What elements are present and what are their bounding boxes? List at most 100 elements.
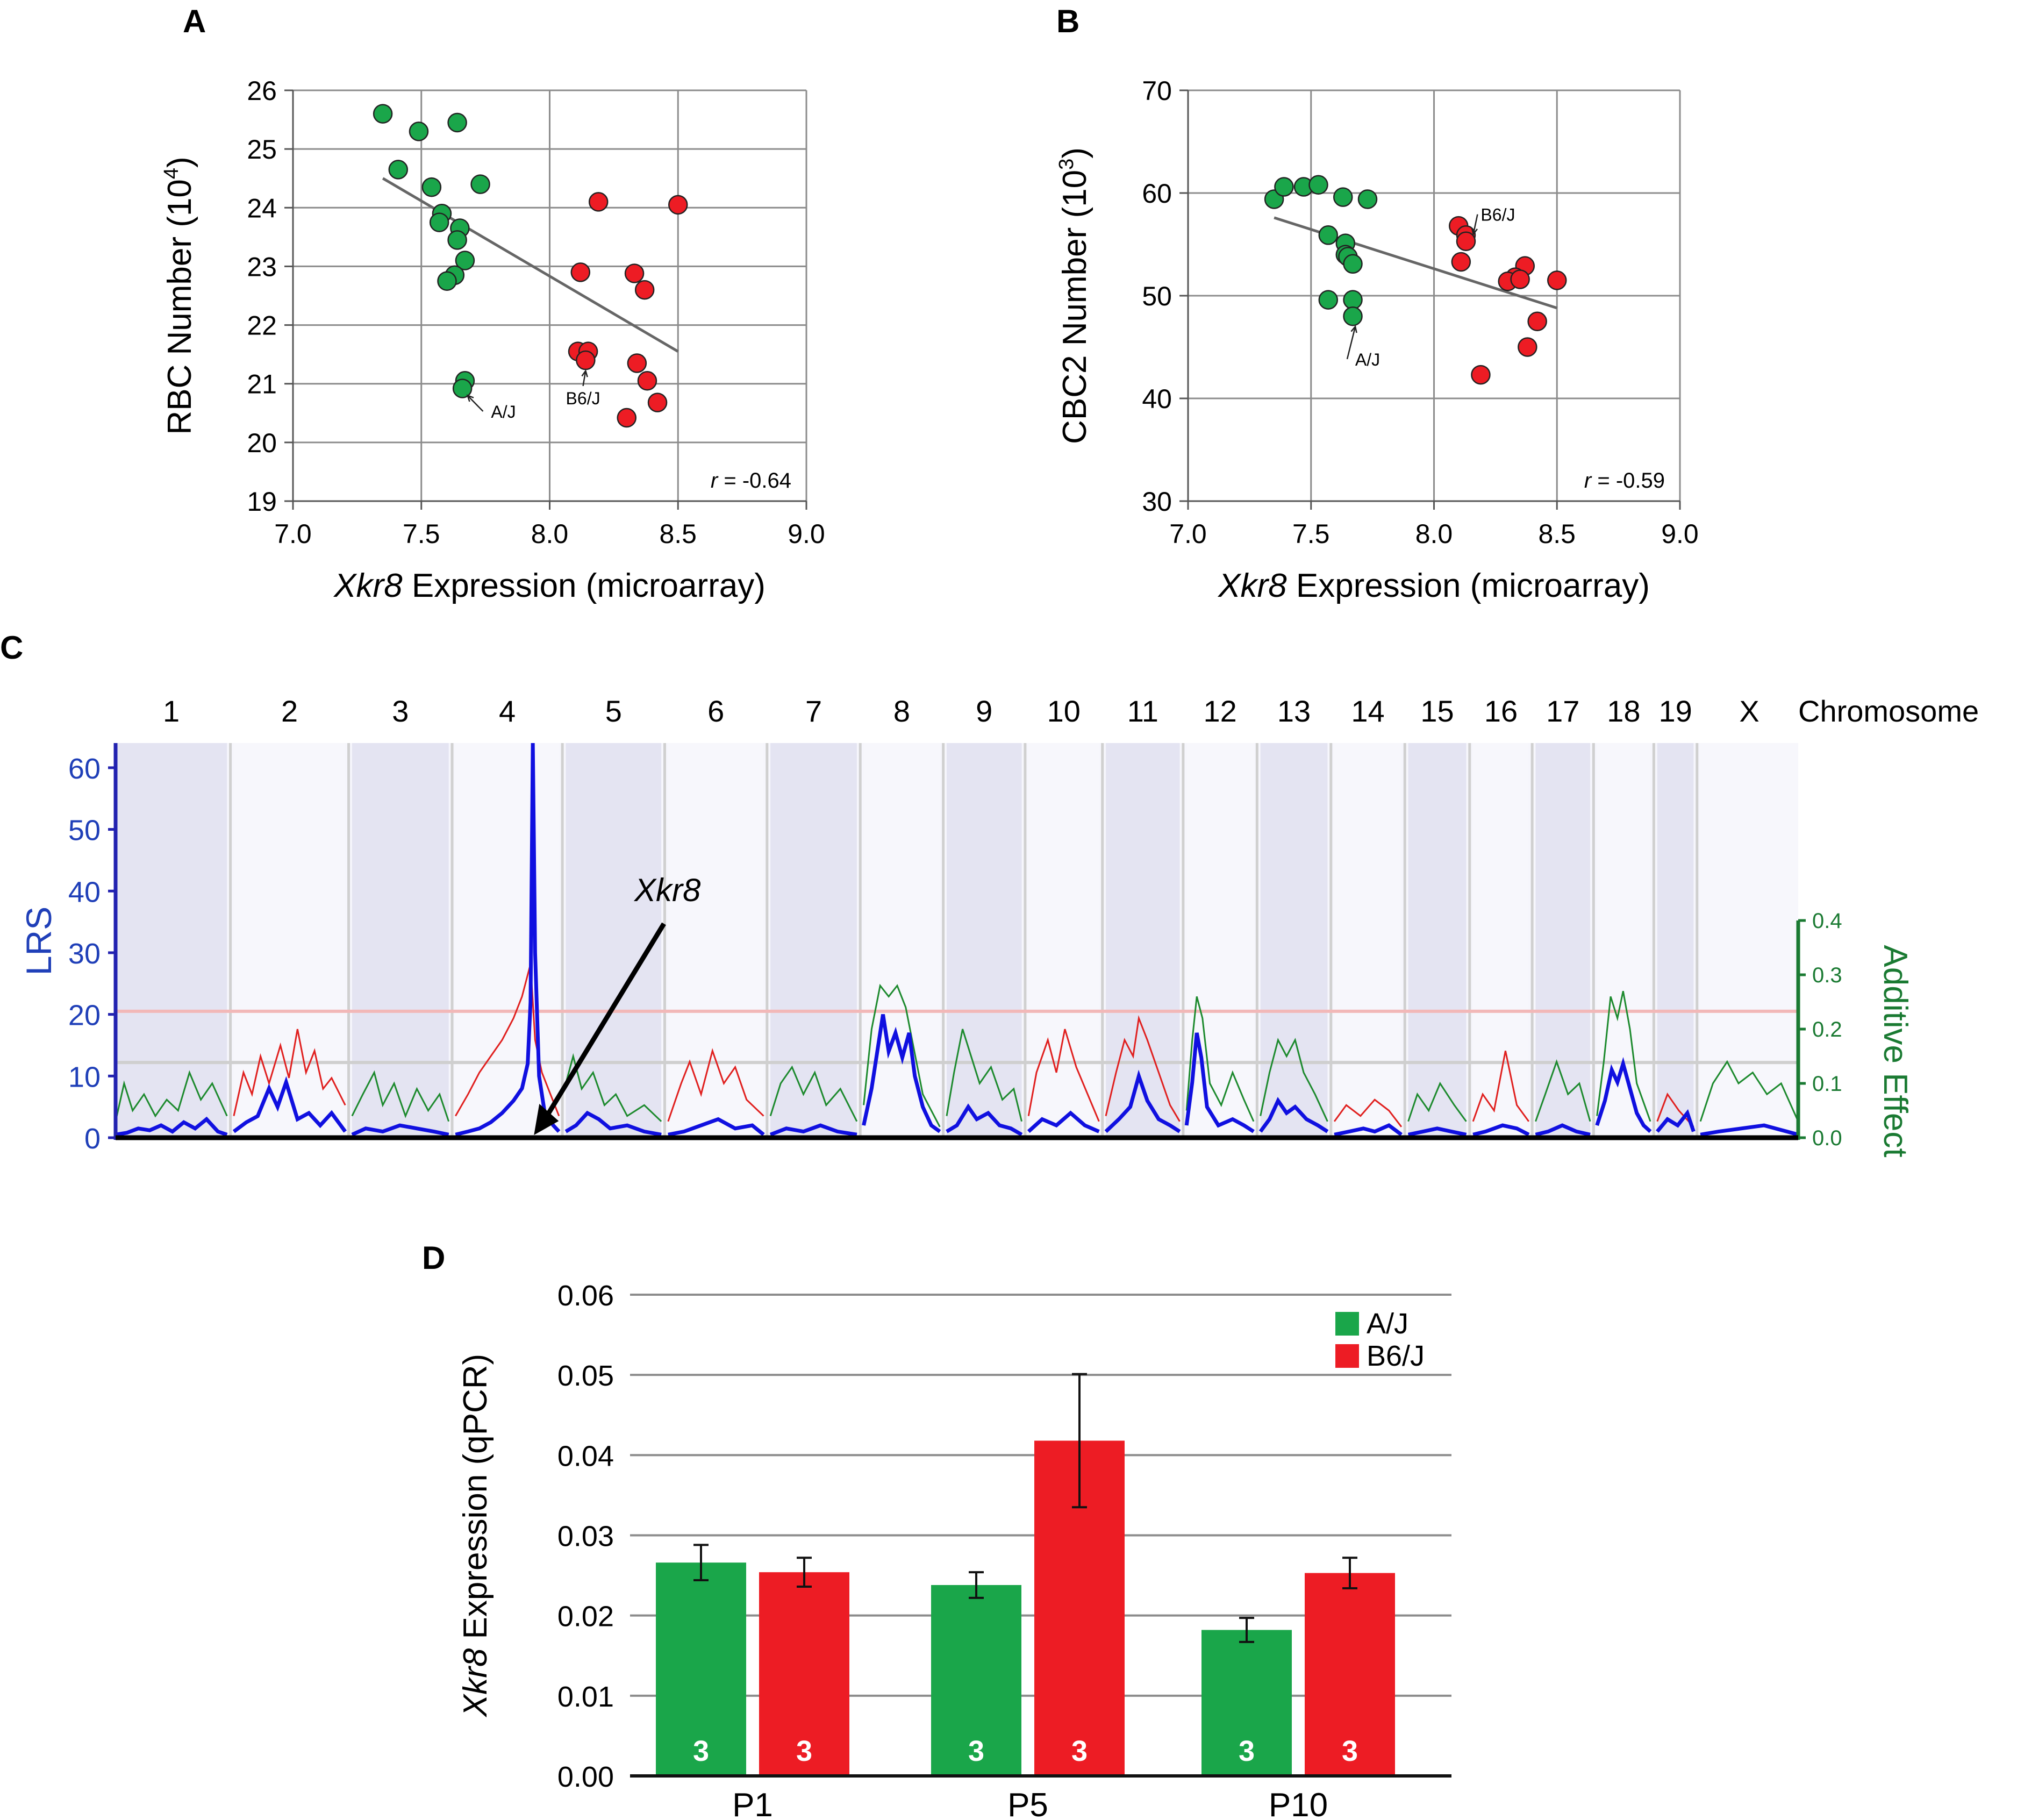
- panel-d-y-axis-text: Expression (qPCR): [457, 1354, 494, 1648]
- chromosome-label-12: 12: [1203, 694, 1236, 728]
- panel-a-y-axis-sup: 4: [160, 168, 183, 179]
- tick-label-d-0.02: 0.02: [557, 1601, 614, 1633]
- annotation-arrowhead-1: [1350, 325, 1357, 333]
- additive-tick-label-0.2: 0.2: [1812, 1018, 1842, 1041]
- chromosome-label-17: 17: [1546, 694, 1579, 728]
- lrs-trace: [115, 743, 1799, 1137]
- tick-label-x-8.5: 8.5: [659, 519, 697, 549]
- xkr8-marker-label: Xkr8: [633, 872, 701, 908]
- additive-segment-chr-16: [1472, 1051, 1529, 1122]
- point-aj-12: [1343, 290, 1363, 310]
- additive-segment-chr-19: [1656, 1093, 1694, 1127]
- panel-label-d: D: [422, 1240, 445, 1276]
- xkr8-arrow-shaft: [543, 922, 666, 1119]
- lrs-axis-label: LRS: [19, 907, 59, 975]
- additive-segment-chr-15: [1407, 1081, 1467, 1122]
- chromosome-label-6: 6: [707, 694, 724, 728]
- panel-d-y-axis-label: Xkr8 Expression (qPCR): [457, 1354, 494, 1718]
- additive-segment-chr-14: [1333, 1098, 1403, 1127]
- point-b6j-3: [624, 263, 645, 283]
- lrs-segment-chr-12: [1184, 1032, 1255, 1133]
- tick-label-y-22: 22: [247, 311, 277, 341]
- lrs-segment-chr-3: [351, 1123, 449, 1137]
- point-aj-1: [1274, 177, 1294, 197]
- bar-n-label-p10-0: 3: [1239, 1735, 1255, 1767]
- point-aj-0: [373, 104, 393, 124]
- additive-segment-chr-11: [1105, 1015, 1181, 1122]
- panel-a-annotations: A/J B6/J: [466, 369, 600, 422]
- chromosome-band-5: [566, 743, 662, 1138]
- chromosome-band-1: [116, 743, 227, 1138]
- chromosome-label-18: 18: [1607, 694, 1640, 728]
- chromosome-labels: 1 2 3 4 5 6 7 8 9 10 11 12 13 14 15 16 17 18 19 X: [163, 694, 1759, 728]
- panel-d-ticks: 0.00 0.01 0.02 0.03 0.04 0.05 0.06: [557, 1280, 614, 1793]
- bar-p10-b6j: [1305, 1573, 1395, 1776]
- tick-label-y-40: 40: [1142, 384, 1172, 414]
- point-aj-11: [1318, 290, 1339, 310]
- chromosome-band-6: [668, 743, 764, 1138]
- tick-label-y-30: 30: [1142, 487, 1172, 517]
- panel-d-legend: A/JB6/J: [1335, 1308, 1425, 1372]
- point-b6j-3: [1451, 252, 1471, 272]
- chromosome-label-9: 9: [976, 694, 992, 728]
- chromosome-label-2: 2: [281, 694, 298, 728]
- lrs-tick-label-40: 40: [68, 876, 101, 908]
- panel-b-r-number: = -0.59: [1591, 469, 1665, 493]
- panel-b-x-axis-label: Xkr8 Expression (microarray): [1217, 567, 1650, 604]
- bar-n-label-p5-0: 3: [968, 1735, 984, 1767]
- category-label-p1: P1: [732, 1787, 773, 1820]
- chromosome-label-X: X: [1739, 694, 1759, 728]
- tick-label-y-20: 20: [247, 428, 277, 458]
- xkr8-arrowhead: [534, 1104, 559, 1135]
- tick-label-y-23: 23: [247, 252, 277, 282]
- additive-segment-chr-X: [1699, 1060, 1799, 1122]
- chromosome-band-3: [352, 743, 449, 1138]
- point-aj-4: [1333, 187, 1353, 207]
- additive-segment-chr-13: [1260, 1038, 1328, 1122]
- point-aj-13: [1343, 306, 1363, 326]
- panel-a-x-axis-label: Xkr8 Expression (microarray): [333, 567, 766, 604]
- chromosome-band-18: [1597, 743, 1651, 1138]
- lrs-segment-chr-15: [1407, 1126, 1467, 1137]
- tick-label-y-26: 26: [247, 76, 277, 106]
- annotation-label-0: A/J: [491, 402, 516, 422]
- lrs-tick-label-20: 20: [68, 1000, 101, 1032]
- point-b6j-9: [637, 371, 657, 391]
- panel-b-trendline: [1274, 216, 1558, 310]
- point-aj-5: [470, 174, 490, 194]
- tick-label-x-7.5: 7.5: [403, 519, 440, 549]
- tick-label-y-21: 21: [247, 369, 277, 399]
- tick-label-y-25: 25: [247, 134, 277, 165]
- lrs-segment-chr-X: [1700, 1123, 1799, 1137]
- bar-p1-b6j: [759, 1572, 849, 1776]
- chromosome-label-5: 5: [605, 694, 622, 728]
- lrs-tick-label-0: 0: [84, 1123, 101, 1155]
- additive-segment-chr-3: [351, 1070, 450, 1122]
- chromosome-band-13: [1260, 743, 1328, 1138]
- additive-segment-chr-1: [115, 1070, 228, 1122]
- panel-label-a: A: [183, 3, 206, 39]
- chromosome-label-4: 4: [499, 694, 516, 728]
- chromosome-label-15: 15: [1420, 694, 1454, 728]
- bar-p5-aj: [931, 1585, 1021, 1776]
- additive-axis-label: Additive Effect: [1877, 945, 1914, 1157]
- point-aj-12: [437, 271, 457, 291]
- panel-a-r-value: r = -0.64: [711, 469, 791, 493]
- additive-segment-chr-6: [667, 1048, 764, 1122]
- chromosome-bands: [116, 743, 1798, 1138]
- chromosome-band-19: [1657, 743, 1694, 1138]
- panel-a-grid: [292, 89, 807, 502]
- lrs-segment-chr-8: [862, 1014, 941, 1133]
- chromosome-band-17: [1535, 743, 1590, 1138]
- lrs-segment-chr-4: [455, 743, 561, 1137]
- tick-label-x-7.0: 7.0: [274, 519, 312, 549]
- additive-tick-label-0.4: 0.4: [1812, 909, 1842, 933]
- lrs-segment-chr-5: [564, 1110, 662, 1137]
- chromosome-label-1: 1: [163, 694, 180, 728]
- additive-segment-chr-10: [1027, 1029, 1100, 1122]
- annotation-label-1: B6/J: [566, 389, 600, 408]
- lrs-segment-chr-1: [115, 1116, 228, 1137]
- lrs-thresholds: [116, 1009, 1798, 1065]
- lrs-segment-chr-13: [1258, 1097, 1329, 1133]
- annotation-arrowhead-1: [581, 369, 588, 377]
